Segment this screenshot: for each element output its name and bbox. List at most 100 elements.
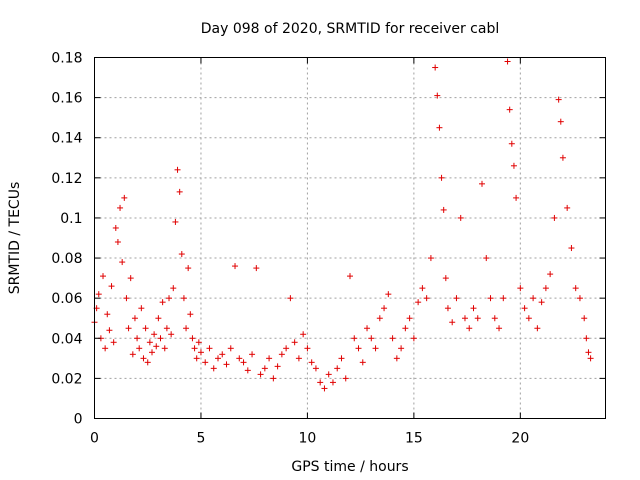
data-point bbox=[283, 345, 290, 352]
data-point bbox=[140, 355, 147, 362]
data-point bbox=[461, 315, 468, 322]
data-point bbox=[266, 355, 273, 362]
data-point bbox=[287, 295, 294, 302]
data-point bbox=[410, 335, 417, 342]
data-point bbox=[423, 295, 430, 302]
data-point bbox=[530, 295, 537, 302]
data-point bbox=[112, 224, 119, 231]
data-point bbox=[393, 355, 400, 362]
data-point bbox=[312, 365, 319, 372]
data-point bbox=[521, 305, 528, 312]
data-point bbox=[180, 295, 187, 302]
data-point bbox=[166, 295, 173, 302]
data-point bbox=[325, 371, 332, 378]
data-point bbox=[525, 315, 532, 322]
data-point bbox=[406, 315, 413, 322]
data-point bbox=[547, 271, 554, 278]
plot-frame bbox=[94, 57, 606, 419]
data-point bbox=[142, 325, 149, 332]
data-point bbox=[174, 166, 181, 173]
data-point bbox=[506, 106, 513, 113]
data-point bbox=[114, 239, 121, 246]
data-point bbox=[138, 305, 145, 312]
data-point bbox=[249, 351, 256, 358]
data-point bbox=[195, 339, 202, 346]
data-point bbox=[434, 92, 441, 99]
data-point bbox=[193, 355, 200, 362]
x-tick-label: 5 bbox=[196, 431, 205, 447]
data-point bbox=[427, 255, 434, 262]
data-point bbox=[163, 325, 170, 332]
data-point bbox=[197, 349, 204, 356]
y-tick-label: 0.14 bbox=[51, 131, 82, 147]
data-point bbox=[108, 283, 115, 290]
data-point bbox=[278, 351, 285, 358]
y-axis-label: SRMTID / TECUs bbox=[7, 182, 23, 295]
data-point bbox=[496, 325, 503, 332]
data-point bbox=[321, 385, 328, 392]
data-point bbox=[583, 335, 590, 342]
data-point bbox=[253, 265, 260, 272]
x-tick-label: 20 bbox=[511, 431, 529, 447]
data-point bbox=[538, 299, 545, 306]
data-point bbox=[214, 355, 221, 362]
data-point bbox=[510, 162, 517, 169]
data-point bbox=[359, 359, 366, 366]
data-point bbox=[551, 214, 558, 221]
data-point bbox=[338, 355, 345, 362]
data-point bbox=[581, 315, 588, 322]
data-point bbox=[572, 285, 579, 292]
data-point bbox=[351, 335, 358, 342]
data-point bbox=[117, 204, 124, 211]
data-point bbox=[155, 315, 162, 322]
data-point bbox=[402, 325, 409, 332]
y-tick-label: 0.12 bbox=[51, 171, 82, 187]
data-point bbox=[504, 58, 511, 65]
data-point bbox=[119, 259, 126, 266]
y-tick-label: 0.1 bbox=[60, 211, 82, 227]
grid bbox=[94, 57, 606, 419]
data-point bbox=[381, 305, 388, 312]
data-point bbox=[587, 355, 594, 362]
axis-ticks bbox=[94, 57, 606, 419]
data-point bbox=[153, 343, 160, 350]
data-point bbox=[136, 345, 143, 352]
data-point bbox=[121, 194, 128, 201]
data-point bbox=[513, 194, 520, 201]
data-point bbox=[517, 285, 524, 292]
data-point bbox=[308, 359, 315, 366]
data-point bbox=[347, 273, 353, 280]
data-point bbox=[187, 311, 194, 318]
data-point bbox=[223, 361, 230, 368]
data-point bbox=[398, 345, 405, 352]
data-point bbox=[364, 325, 371, 332]
data-point bbox=[329, 379, 336, 386]
data-point bbox=[555, 96, 562, 103]
y-tick-label: 0.04 bbox=[51, 331, 82, 347]
data-point bbox=[479, 180, 486, 187]
y-tick-label: 0.02 bbox=[51, 371, 82, 387]
data-point bbox=[168, 331, 175, 338]
data-point bbox=[444, 305, 451, 312]
y-tick-label: 0 bbox=[74, 412, 83, 428]
data-point bbox=[227, 345, 234, 352]
data-point bbox=[385, 291, 392, 298]
data-point bbox=[176, 188, 183, 195]
chart-title: Day 098 of 2020, SRMTID for receiver cab… bbox=[201, 21, 499, 37]
data-point bbox=[95, 291, 102, 298]
data-point bbox=[125, 325, 132, 332]
data-point bbox=[415, 299, 422, 306]
data-point bbox=[438, 174, 445, 181]
data-point bbox=[157, 335, 164, 342]
data-point bbox=[334, 365, 341, 372]
data-point bbox=[389, 335, 396, 342]
data-point bbox=[474, 315, 481, 322]
data-point bbox=[453, 295, 460, 302]
data-point bbox=[202, 359, 209, 366]
data-point bbox=[436, 124, 443, 131]
data-point bbox=[440, 206, 447, 213]
data-point bbox=[144, 359, 151, 366]
data-point bbox=[172, 218, 179, 225]
data-point bbox=[170, 285, 177, 292]
data-point bbox=[317, 379, 324, 386]
